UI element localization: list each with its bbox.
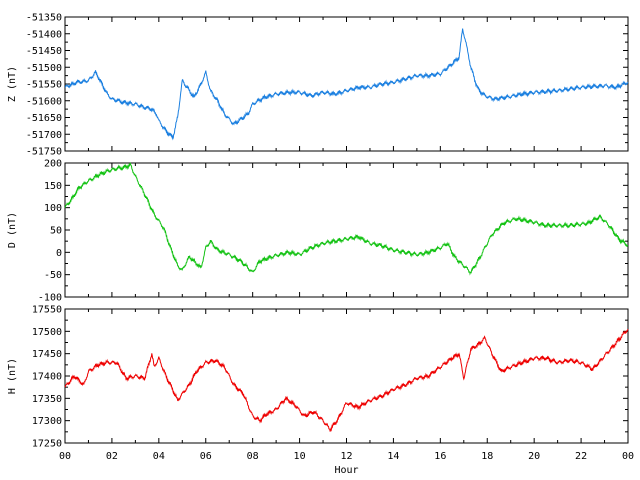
y-tick-label-h: 17400 (32, 372, 62, 383)
y-tick-label-d: 100 (44, 203, 62, 214)
x-tick-label: 22 (575, 451, 587, 462)
x-tick-label: 20 (528, 451, 540, 462)
y-tick-label-h: 17250 (32, 439, 62, 450)
x-tick-label: 06 (200, 451, 212, 462)
x-tick-label: 14 (387, 451, 399, 462)
y-tick-label-z: -51450 (26, 46, 62, 57)
y-axis-label-h: H (nT) (7, 358, 18, 394)
y-tick-label-d: 50 (50, 226, 62, 237)
y-tick-label-h: 17350 (32, 394, 62, 405)
series-line-d (64, 162, 628, 276)
x-tick-label: 16 (434, 451, 446, 462)
x-tick-label: 08 (247, 451, 259, 462)
y-axis-label-z: Z (nT) (7, 66, 18, 102)
x-tick-label: 18 (481, 451, 493, 462)
y-tick-label-h: 17550 (32, 305, 62, 316)
x-tick-label: 00 (59, 451, 71, 462)
y-tick-label-z: -51350 (26, 13, 62, 24)
x-axis-label: Hour (334, 465, 358, 476)
y-tick-label-z: -51400 (26, 29, 62, 40)
series-line-z (64, 28, 629, 141)
x-tick-label: 10 (294, 451, 306, 462)
plot-frame-z (64, 16, 629, 152)
y-tick-label-z: -51700 (26, 130, 62, 141)
x-tick-label: 00 (622, 451, 634, 462)
y-tick-label-d: 200 (44, 159, 62, 170)
y-tick-label-h: 17450 (32, 349, 62, 360)
y-tick-label-h: 17500 (32, 327, 62, 338)
y-tick-label-d: -50 (44, 270, 62, 281)
y-axis-label-d: D (nT) (7, 212, 18, 248)
plot-frame-d (64, 162, 629, 298)
y-tick-label-d: 0 (56, 248, 62, 259)
y-tick-label-z: -51550 (26, 80, 62, 91)
y-tick-label-z: -51500 (26, 63, 62, 74)
y-tick-label-d: -100 (38, 293, 62, 304)
plot-frame-h (64, 308, 629, 444)
y-tick-label-z: -51750 (26, 147, 62, 158)
x-tick-label: 02 (106, 451, 118, 462)
y-tick-label-h: 17300 (32, 416, 62, 427)
series-line-h (64, 328, 629, 432)
x-tick-label: 04 (153, 451, 165, 462)
y-tick-label-d: 150 (44, 181, 62, 192)
y-tick-label-z: -51600 (26, 96, 62, 107)
y-tick-label-z: -51650 (26, 113, 62, 124)
x-tick-label: 12 (340, 451, 352, 462)
